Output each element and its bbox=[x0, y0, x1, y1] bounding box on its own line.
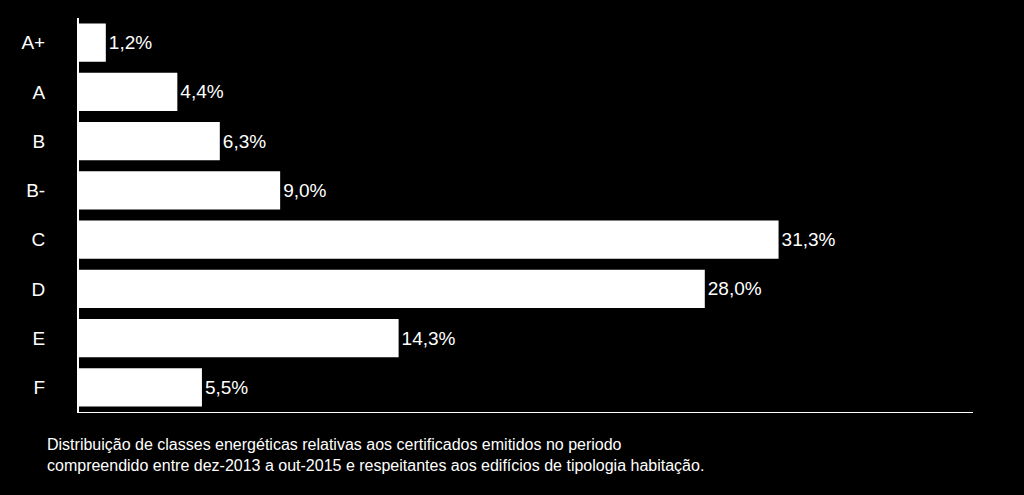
svg-text:A+: A+ bbox=[21, 32, 45, 53]
svg-text:B-: B- bbox=[26, 180, 45, 201]
svg-text:C: C bbox=[31, 229, 45, 250]
svg-text:E: E bbox=[33, 328, 46, 349]
svg-text:9,0%: 9,0% bbox=[283, 180, 326, 201]
svg-text:Distribuição de classes energé: Distribuição de classes energéticas rela… bbox=[47, 436, 704, 474]
svg-text:14,3%: 14,3% bbox=[402, 328, 456, 349]
svg-text:28,0%: 28,0% bbox=[708, 278, 762, 299]
svg-text:1,2%: 1,2% bbox=[109, 32, 152, 53]
svg-text:4,4%: 4,4% bbox=[180, 81, 223, 102]
svg-text:F: F bbox=[34, 377, 46, 398]
svg-text:D: D bbox=[31, 279, 45, 300]
svg-text:31,3%: 31,3% bbox=[782, 229, 836, 250]
svg-text:A: A bbox=[33, 82, 46, 103]
svg-text:5,5%: 5,5% bbox=[205, 377, 248, 398]
svg-text:6,3%: 6,3% bbox=[223, 131, 266, 152]
svg-text:B: B bbox=[33, 131, 46, 152]
